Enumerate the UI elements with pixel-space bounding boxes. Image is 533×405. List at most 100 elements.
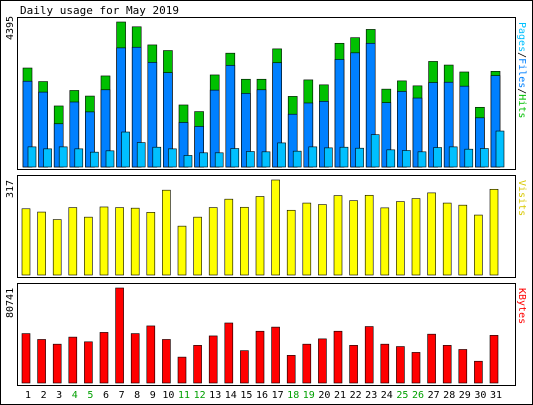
visits-bar — [474, 214, 483, 276]
day-label: 28 — [443, 390, 455, 401]
kbytes-bar — [271, 326, 280, 384]
day-label: 29 — [459, 390, 471, 401]
pages-bar — [230, 148, 240, 168]
hits-legend: Pages/Files/Hits — [516, 22, 527, 118]
kbytes-bar — [99, 332, 109, 384]
pages-bar — [246, 151, 255, 168]
kbytes-bar — [37, 339, 46, 384]
legend-hits: Hits — [516, 94, 527, 118]
visits-bar — [396, 201, 405, 276]
kbytes-bar — [21, 333, 31, 384]
visits-bar — [240, 206, 249, 276]
kbytes-bar — [349, 345, 358, 384]
day-label: 16 — [256, 390, 268, 401]
legend-visits: Visits — [516, 180, 527, 216]
visits-bar — [302, 202, 312, 276]
visits-legend: Visits — [516, 180, 527, 216]
pages-bar — [370, 134, 380, 168]
day-label: 30 — [474, 390, 486, 401]
visits-bar — [99, 206, 109, 276]
visits-axis-max-label: 317 — [5, 180, 16, 198]
visits-bar — [442, 202, 452, 276]
day-label: 26 — [412, 390, 424, 401]
day-label: 18 — [287, 390, 299, 401]
day-label: 11 — [178, 390, 190, 401]
pages-bar — [308, 146, 318, 168]
files-bar — [412, 97, 423, 168]
pages-bar — [199, 152, 208, 168]
pages-bar — [105, 150, 115, 168]
kbytes-bar — [333, 330, 343, 384]
day-label: 25 — [396, 390, 408, 401]
files-bar — [459, 85, 470, 168]
kbytes-bar — [240, 350, 249, 384]
kbytes-bar — [84, 341, 93, 384]
visits-bar — [364, 194, 374, 276]
pages-bar — [152, 146, 162, 168]
visits-bar — [68, 207, 78, 276]
day-label: 20 — [318, 390, 330, 401]
pages-bar — [480, 148, 489, 168]
pages-bar — [402, 150, 411, 168]
files-bar — [194, 126, 204, 168]
day-label: 31 — [490, 390, 502, 401]
pages-bar — [324, 147, 333, 168]
legend-text: Pages/Files/Hits — [516, 22, 527, 118]
kbytes-bars — [21, 287, 499, 384]
files-bar — [272, 62, 282, 168]
files-bar — [38, 91, 48, 168]
visits-bar — [208, 207, 218, 276]
day-label: 3 — [56, 390, 62, 401]
pages-bar — [90, 151, 99, 168]
files-bar — [85, 111, 95, 168]
kbytes-bar — [318, 338, 327, 384]
visits-bar — [271, 179, 280, 276]
visits-bar — [349, 200, 358, 276]
pages-bar — [121, 131, 130, 168]
visits-bar — [380, 207, 390, 276]
day-label: 4 — [72, 390, 78, 401]
kbytes-bar — [442, 345, 452, 384]
files-bar — [22, 80, 33, 168]
legend-text: Visits — [516, 180, 527, 216]
files-bar — [350, 52, 360, 168]
kbytes-bar — [427, 333, 436, 384]
legend-kbytes: KBytes — [516, 288, 527, 324]
files-bar — [241, 93, 251, 168]
files-bar — [287, 113, 298, 168]
files-bar — [365, 42, 376, 168]
files-bar — [209, 89, 220, 168]
kbytes-bar — [52, 343, 62, 384]
kbytes-bar — [302, 343, 312, 384]
kbytes-bar — [458, 349, 468, 384]
kbytes-bar — [474, 360, 483, 384]
pages-bar — [339, 146, 349, 168]
files-bar — [443, 81, 454, 168]
kbytes-bar — [286, 355, 296, 384]
visits-bar — [162, 189, 171, 276]
day-label: 14 — [225, 390, 237, 401]
visits-bar — [489, 188, 499, 276]
files-bar — [163, 72, 173, 168]
files-bar — [131, 46, 142, 168]
kbytes-bar — [489, 335, 499, 384]
day-label: 19 — [303, 390, 315, 401]
chart-title: Daily usage for May 2019 — [20, 4, 179, 17]
day-label: 17 — [272, 390, 284, 401]
day-label: 2 — [41, 390, 47, 401]
day-label: 10 — [162, 390, 174, 401]
pages-bar — [386, 149, 396, 168]
kbytes-axis-max-label: 80741 — [5, 288, 16, 318]
kbytes-bar — [396, 346, 405, 384]
day-label: 15 — [240, 390, 252, 401]
day-label: 23 — [365, 390, 377, 401]
day-label: 12 — [194, 390, 206, 401]
kbytes-legend: KBytes — [516, 288, 527, 324]
legend-sep: / — [516, 52, 527, 58]
day-label: 7 — [119, 390, 125, 401]
files-bar — [116, 47, 126, 168]
files-bar — [381, 102, 392, 168]
files-bar — [256, 89, 267, 168]
pages-bar — [214, 152, 224, 168]
